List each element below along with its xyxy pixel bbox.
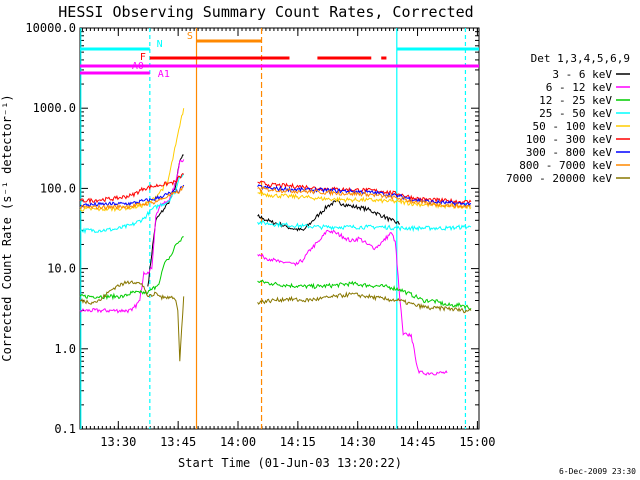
plot-frame: [79, 27, 480, 430]
flag-label-n: N: [157, 39, 163, 50]
y-tick-label: 100.0: [40, 181, 76, 195]
x-tick-label: 14:30: [340, 435, 376, 449]
x-tick-label: 15:00: [459, 435, 495, 449]
chart-title: HESSI Observing Summary Count Rates, Cor…: [58, 3, 473, 21]
series-line-300-800-kev: [79, 184, 185, 208]
y-tick-label: 10.0: [47, 262, 76, 276]
legend-label: 25 - 50 keV: [539, 107, 612, 120]
series-line-25-50-kev: [79, 173, 185, 235]
x-tick-label: 14:00: [220, 435, 256, 449]
series-line-12-25-kev: [257, 279, 472, 311]
x-tick-label: 13:30: [100, 435, 136, 449]
legend-label: 100 - 300 keV: [526, 133, 612, 146]
x-tick-label: 14:45: [399, 435, 435, 449]
legend-label: 12 - 25 keV: [539, 94, 612, 107]
series-group: [79, 108, 472, 376]
series-line-7000-20000-kev: [79, 280, 185, 362]
legend-label: 50 - 100 keV: [533, 120, 613, 133]
attenuator-vertical-lines: [80, 28, 467, 429]
y-tick-label: 1000.0: [33, 101, 76, 115]
series-line-25-50-kev: [257, 220, 472, 233]
x-axis: 13:30 13:45 14:00 14:15 14:30 14:45 15:00: [81, 28, 495, 449]
y-tick-label: 10000.0: [25, 21, 76, 35]
footer-date: 6-Dec-2009 23:30: [559, 467, 636, 476]
flag-label-f: F: [140, 52, 146, 63]
series-line-12-25-kev: [79, 236, 184, 301]
series-line-6-12-kev: [79, 159, 185, 314]
x-tick-label: 13:45: [160, 435, 196, 449]
legend-label: 300 - 800 keV: [526, 146, 612, 159]
series-line-3-6-kev: [147, 154, 184, 287]
flag-label-s: S: [187, 31, 193, 42]
legend-label: 6 - 12 keV: [546, 81, 613, 94]
y-tick-label: 0.1: [54, 422, 76, 436]
legend-label: 3 - 6 keV: [552, 68, 612, 81]
legend-title: Det 1,3,4,5,6,9: [531, 52, 630, 65]
series-line-6-12-kev: [257, 229, 448, 376]
series-line-100-300-kev: [257, 180, 472, 205]
series-line-800-7000-kev: [79, 185, 184, 211]
flag-bars: NSFA0A1: [80, 31, 479, 80]
x-axis-label: Start Time (01-Jun-03 13:20:22): [178, 456, 402, 470]
series-line-100-300-kev: [79, 172, 184, 205]
flag-label-a1: A1: [158, 69, 170, 80]
y-tick-label: 1.0: [54, 342, 76, 356]
legend-label: 7000 - 20000 keV: [506, 172, 612, 185]
legend-label: 800 - 7000 keV: [519, 159, 612, 172]
series-line-7000-20000-kev: [257, 291, 472, 314]
x-tick-label: 14:15: [280, 435, 316, 449]
y-axis-label: Corrected Count Rate (s⁻¹ detector⁻¹): [0, 94, 14, 361]
series-line-800-7000-kev: [257, 186, 472, 209]
